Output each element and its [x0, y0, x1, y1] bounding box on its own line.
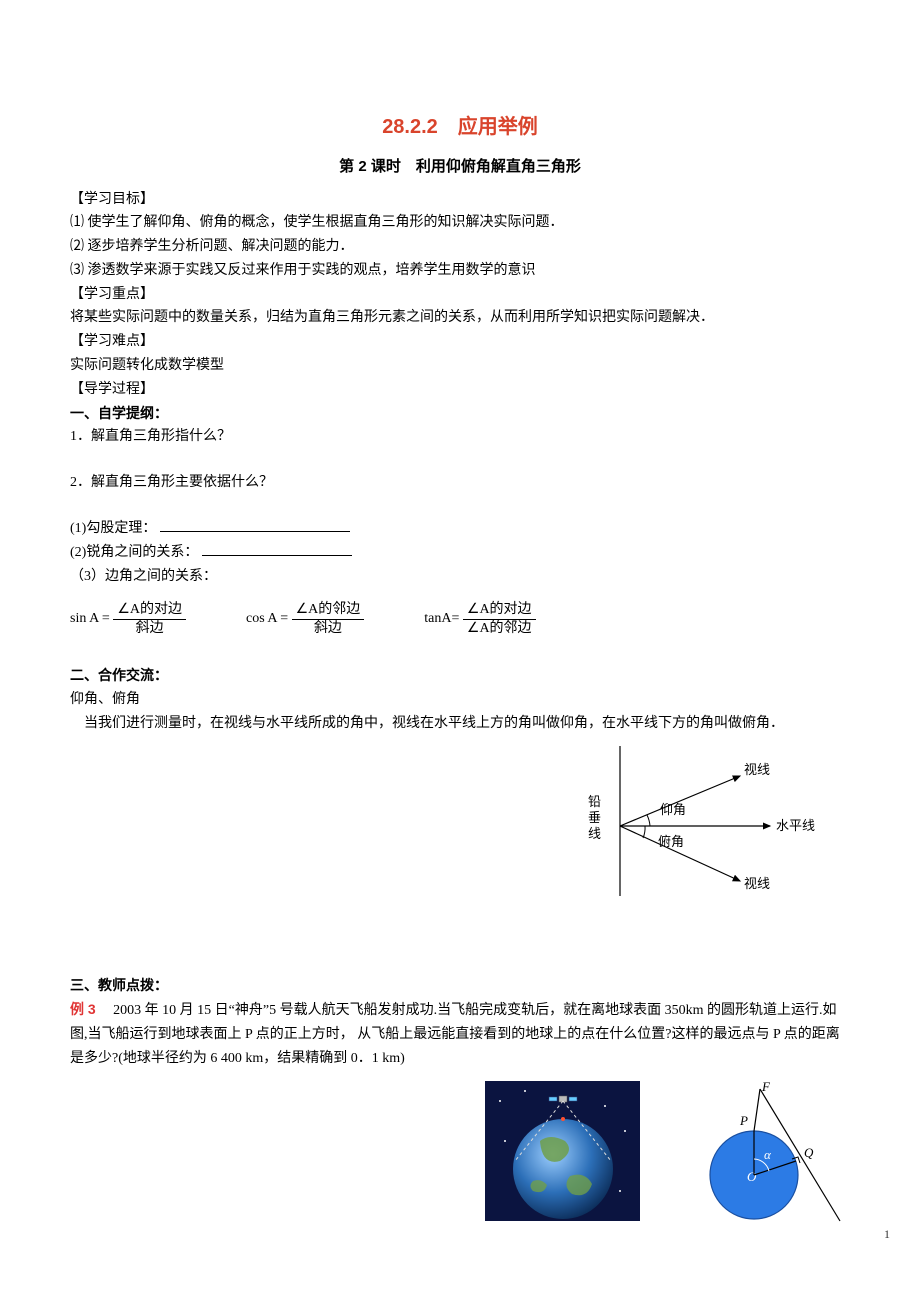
example-label: 例 3 [70, 1001, 96, 1017]
elevation-label: 仰角 [660, 802, 686, 817]
sub3: （3）边角之间的关系： [70, 565, 850, 589]
alpha-label: α [764, 1147, 772, 1162]
difficulty-block: 【学习难点】 实际问题转化成数学模型 [70, 330, 850, 378]
sub1: (1)勾股定理： [70, 517, 850, 541]
section2-heading: 二、合作交流： [70, 664, 850, 688]
cos-formula: cos A = ∠A的邻边 斜边 [246, 602, 364, 636]
sin-num: ∠A的对边 [113, 602, 186, 619]
plumb-label: 铅 [588, 794, 601, 809]
F-label: F [761, 1081, 771, 1094]
keypoint-block: 【学习重点】 将某些实际问题中的数量关系，归结为直角三角形元素之间的关系，从而利… [70, 283, 850, 331]
earth-figure [485, 1081, 640, 1221]
doc-subtitle: 第 2 课时 利用仰俯角解直角三角形 [70, 154, 850, 180]
doc-title: 28.2.2 应用举例 [70, 110, 850, 144]
q2: 2．解直角三角形主要依据什么？ [70, 471, 850, 495]
keypoint-text: 将某些实际问题中的数量关系，归结为直角三角形元素之间的关系，从而利用所学知识把实… [70, 310, 714, 325]
sin-den: 斜边 [113, 620, 186, 636]
section3-heading: 三、教师点拨： [70, 974, 850, 998]
tan-formula: tanA= ∠A的对边 ∠A的邻边 [424, 602, 535, 636]
difficulty-heading: 【学习难点】 [70, 334, 154, 349]
geom-figure: O α F P Q [700, 1081, 850, 1231]
tan-num: ∠A的对边 [463, 602, 536, 619]
sub1-label: (1)勾股定理： [70, 521, 156, 536]
objectives-block: 【学习目标】 ⑴ 使学生了解仰角、俯角的概念，使学生根据直角三角形的知识解决实际… [70, 188, 850, 283]
tan-den: ∠A的邻边 [463, 620, 536, 636]
sub2: (2)锐角之间的关系： [70, 541, 850, 565]
obj-item-2: ⑵ 逐步培养学生分析问题、解决问题的能力． [70, 239, 354, 254]
spacer [70, 495, 850, 517]
obj-item-3: ⑶ 渗透数学来源于实践又反过来作用于实践的观点，培养学生用数学的意识 [70, 263, 536, 278]
sight-label-1: 视线 [744, 762, 770, 777]
page-number: 1 [884, 1224, 890, 1244]
section1-heading: 一、自学提纲： [70, 402, 850, 426]
cos-num: ∠A的邻边 [292, 602, 365, 619]
Q-label: Q [804, 1145, 814, 1160]
section2-para: 当我们进行测量时，在视线与水平线所成的角中，视线在水平线上方的角叫做仰角，在水平… [70, 712, 850, 736]
angle-diagram: 铅 垂 线 视线 仰角 水平线 俯角 视线 [530, 746, 820, 906]
example-text: 2003 年 10 月 15 日“神舟”5 号载人航天飞船发射成功.当飞船完成变… [70, 1003, 840, 1066]
P-label: P [739, 1113, 748, 1128]
spacer [70, 944, 850, 974]
title-text: 28.2.2 应用举例 [382, 116, 538, 138]
process-heading: 【导学过程】 [70, 378, 850, 402]
blank-line-2 [202, 555, 352, 556]
sin-lhs: sin A = [70, 612, 110, 627]
tan-lhs: tanA= [424, 612, 459, 627]
document-page: 28.2.2 应用举例 第 2 课时 利用仰俯角解直角三角形 【学习目标】 ⑴ … [0, 0, 920, 1302]
cos-lhs: cos A = [246, 612, 288, 627]
svg-text:线: 线 [588, 826, 601, 841]
sight-label-2: 视线 [744, 876, 770, 891]
cos-den: 斜边 [292, 620, 365, 636]
section2-line1: 仰角、俯角 [70, 688, 850, 712]
difficulty-text: 实际问题转化成数学模型 [70, 358, 224, 373]
subtitle-text: 第 2 课时 利用仰俯角解直角三角形 [339, 158, 581, 175]
O-label: O [747, 1169, 757, 1184]
example-block: 例 3 2003 年 10 月 15 日“神舟”5 号载人航天飞船发射成功.当飞… [70, 998, 850, 1070]
obj-item-1: ⑴ 使学生了解仰角、俯角的概念，使学生根据直角三角形的知识解决实际问题． [70, 215, 564, 230]
q1: 1．解直角三角形指什么？ [70, 425, 850, 449]
bottom-figures: O α F P Q [70, 1081, 850, 1231]
horizon-label: 水平线 [776, 818, 815, 833]
spacer [70, 449, 850, 471]
svg-text:垂: 垂 [588, 810, 601, 825]
sin-formula: sin A = ∠A的对边 斜边 [70, 602, 186, 636]
formula-row: sin A = ∠A的对边 斜边 cos A = ∠A的邻边 斜边 tanA= … [70, 602, 850, 636]
sub3-label: （3）边角之间的关系： [70, 569, 217, 584]
keypoint-heading: 【学习重点】 [70, 287, 154, 302]
depression-label: 俯角 [658, 834, 684, 849]
blank-line-1 [160, 531, 350, 532]
sub2-label: (2)锐角之间的关系： [70, 545, 198, 560]
angle-diagram-wrap: 铅 垂 线 视线 仰角 水平线 俯角 视线 [70, 746, 850, 915]
spacer [70, 656, 850, 664]
objectives-heading: 【学习目标】 [70, 192, 154, 207]
